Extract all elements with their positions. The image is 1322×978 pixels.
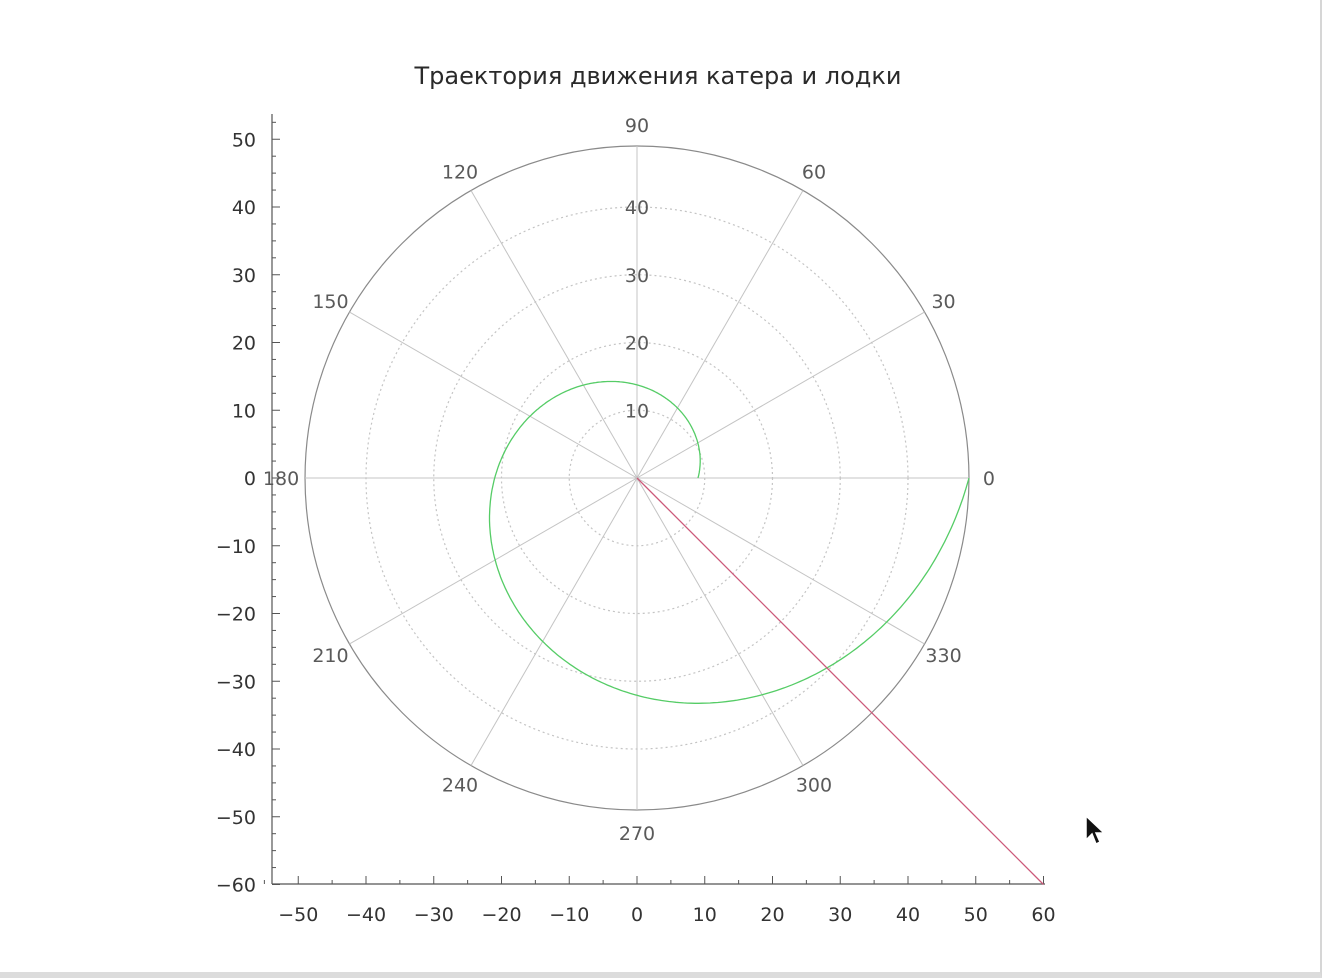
y-tick-label: −40 bbox=[216, 739, 256, 761]
x-tick-label: 20 bbox=[760, 904, 784, 926]
y-tick-label: −60 bbox=[216, 875, 256, 897]
x-tick-label: 40 bbox=[896, 904, 920, 926]
y-tick-label: −10 bbox=[216, 536, 256, 558]
polar-radius-label: 40 bbox=[625, 197, 649, 219]
x-tick-label: 60 bbox=[1031, 904, 1055, 926]
polar-spoke bbox=[470, 190, 638, 479]
y-tick-label: 50 bbox=[232, 129, 256, 151]
polar-angle-label: 180 bbox=[263, 468, 299, 490]
x-tick-label: −20 bbox=[481, 904, 521, 926]
chart-title: Траектория движения катера и лодки bbox=[414, 62, 902, 90]
x-tick-label: −10 bbox=[549, 904, 589, 926]
x-tick-label: 50 bbox=[964, 904, 988, 926]
x-tick-label: −30 bbox=[414, 904, 454, 926]
y-tick-label: 10 bbox=[232, 400, 256, 422]
polar-radius-label: 10 bbox=[625, 400, 649, 422]
y-tick-label: 40 bbox=[232, 197, 256, 219]
y-tick-label: −30 bbox=[216, 671, 256, 693]
polar-angle-label: 150 bbox=[312, 291, 348, 313]
series-line-2 bbox=[636, 477, 1044, 885]
y-tick-label: 0 bbox=[244, 468, 256, 490]
x-tick-label: 30 bbox=[828, 904, 852, 926]
y-tick-label: 20 bbox=[232, 333, 256, 355]
y-tick-label: −50 bbox=[216, 807, 256, 829]
polar-spoke bbox=[470, 477, 638, 766]
polar-grid: 0 30 60 90 120 150 180 210 240 270 300 330 10 20 30 40 bbox=[263, 115, 995, 845]
polar-spoke bbox=[636, 477, 804, 766]
y-tick-label: −20 bbox=[216, 604, 256, 626]
x-tick-label: −40 bbox=[346, 904, 386, 926]
polar-angle-label: 60 bbox=[802, 161, 826, 183]
polar-angle-label: 240 bbox=[442, 775, 478, 797]
polar-angle-label: 270 bbox=[619, 823, 655, 845]
polar-angle-label: 90 bbox=[625, 115, 649, 137]
mouse-pointer-icon bbox=[1085, 814, 1106, 846]
series-line-1 bbox=[488, 380, 970, 704]
polar-radius-label: 30 bbox=[625, 265, 649, 287]
polar-spoke bbox=[349, 477, 638, 645]
x-tick-label: 10 bbox=[693, 904, 717, 926]
y-tick-label: 30 bbox=[232, 265, 256, 287]
polar-spoke bbox=[636, 190, 804, 479]
polar-angle-label: 30 bbox=[931, 291, 955, 313]
polar-angle-label: 210 bbox=[312, 645, 348, 667]
polar-spoke bbox=[349, 311, 638, 479]
cartesian-axes: −50 −40 −30 −20 −10 0 10 20 30 40 50 60 50 40 30 20 10 0 −… bbox=[216, 114, 1056, 926]
polar-spoke bbox=[636, 477, 925, 645]
polar-spoke bbox=[636, 311, 925, 479]
polar-angle-label: 0 bbox=[983, 468, 995, 490]
x-tick-label: 0 bbox=[631, 904, 643, 926]
polar-angle-label: 300 bbox=[796, 775, 832, 797]
polar-angle-label: 120 bbox=[442, 161, 478, 183]
data-series bbox=[488, 380, 1044, 885]
x-tick-label: −50 bbox=[278, 904, 318, 926]
polar-angle-label: 330 bbox=[925, 645, 961, 667]
polar-radius-label: 20 bbox=[625, 333, 649, 355]
